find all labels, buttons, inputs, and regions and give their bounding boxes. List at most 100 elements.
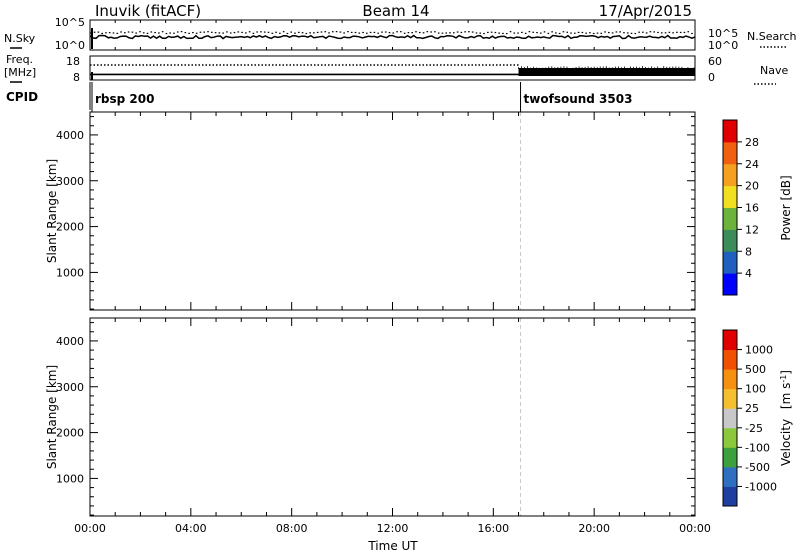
colorbar-tick-label: 500: [745, 363, 766, 376]
nsearch-dot: [441, 32, 444, 34]
nsearch-dot: [169, 32, 172, 34]
cpid-segment-label: rbsp 200: [95, 92, 154, 106]
nsearch-dot: [464, 31, 466, 33]
nsearch-dot: [252, 32, 255, 34]
colorbar-tick-label: -100: [745, 441, 770, 454]
nsearch-dot: [657, 31, 659, 34]
nsearch-dot: [173, 32, 175, 34]
nsearch-dot: [195, 32, 198, 34]
nsearch-dot: [619, 31, 621, 33]
xtick-label: 00:00: [679, 522, 711, 535]
colorbar-tick-label: 25: [745, 402, 759, 415]
nsearch-dot: [460, 31, 463, 34]
freq-unit-label: [MHz]: [4, 66, 36, 79]
velocity-frame: [89, 317, 696, 517]
nsearch-dot: [400, 31, 402, 33]
nsearch-dot: [453, 32, 455, 34]
nsearch-dot: [362, 31, 364, 34]
nsearch-dot: [679, 31, 682, 34]
nsearch-dot: [558, 32, 561, 35]
nsearch-label: N.Search: [747, 30, 797, 43]
colorbar-swatch: [723, 466, 737, 487]
nsky-ticks: [89, 20, 696, 50]
nsearch-dot: [203, 31, 206, 33]
beam-title: Beam 14: [362, 2, 429, 20]
power-panel: 1000 2000 3000 4000 Slant Range [km]: [45, 111, 696, 311]
nsearch-dot: [574, 32, 576, 34]
nsearch-dot: [562, 31, 565, 33]
nsearch-dot: [411, 32, 414, 34]
nsearch-dot: [664, 32, 667, 34]
nsearch-dot: [207, 31, 209, 33]
velocity-axes: 1000 2000 3000 4000 00:00 04:00 08:00 12:00 16:0…: [56, 318, 711, 535]
nave-tick-bottom: 0: [708, 71, 715, 84]
colorbar-swatch: [723, 388, 737, 409]
nsearch-dot: [388, 32, 391, 34]
nsearch-dot: [90, 32, 92, 34]
velocity-colorbar-frame: [722, 329, 738, 507]
nsearch-dot: [505, 32, 508, 35]
nsearch-dot: [555, 32, 557, 34]
ytick-label: 3000: [56, 381, 84, 394]
nsearch-dot: [683, 31, 686, 34]
nsearch-dot: [434, 31, 436, 33]
nsearch-dot: [316, 31, 319, 33]
time-xlabel: Time UT: [367, 539, 418, 553]
nsearch-dot: [282, 31, 285, 33]
colorbar-tick-label: 20: [745, 180, 759, 193]
colorbar-swatch: [723, 185, 737, 208]
nsearch-dot: [615, 31, 618, 33]
velocity-colorbar-label: Velocity [m s-1]: [779, 370, 794, 466]
nsearch-dot: [139, 31, 141, 33]
nsearch-dot: [634, 32, 637, 35]
nsearch-dot: [430, 31, 432, 33]
nsearch-dot: [407, 32, 410, 34]
nsearch-dot: [350, 31, 353, 34]
nsearch-dot: [271, 32, 274, 34]
power-colorbar: 28 24 20 16 12 8 4 Power [dB]: [722, 119, 793, 296]
nsearch-dot: [494, 31, 497, 34]
nsearch-dot: [381, 31, 383, 33]
nsearch-dot: [626, 32, 629, 34]
nsearch-dot: [373, 31, 376, 34]
power-ylabel: Slant Range [km]: [45, 159, 59, 263]
nsearch-dot: [233, 31, 236, 34]
power-frame: [89, 111, 696, 311]
nsearch-dot: [479, 32, 482, 34]
nsearch-dot: [536, 31, 538, 34]
nave-tick-top: 60: [708, 55, 722, 68]
nsky-label: N.Sky: [4, 32, 36, 45]
nsearch-dot: [653, 31, 656, 33]
nsearch-dot: [676, 31, 678, 33]
nsearch-dot: [645, 32, 648, 34]
colorbar-tick-label: 16: [745, 202, 759, 215]
nsearch-dot: [184, 31, 187, 34]
nsearch-dot: [528, 31, 531, 33]
velocity-colorbar: 1000 500 100 25 -25 -100 -500 -1000 Velocity [m…: [722, 329, 794, 507]
velocity-colorbar-label-exp: -1: [779, 375, 788, 383]
xtick-label: 08:00: [276, 522, 308, 535]
nsearch-dot: [551, 31, 553, 33]
nsearch-dot: [343, 32, 345, 34]
nsearch-dot: [687, 31, 690, 33]
nsearch-dot: [543, 31, 546, 33]
nsearch-dot: [418, 31, 421, 34]
nsearch-dot: [309, 32, 311, 34]
nsearch-dot: [566, 31, 569, 33]
nsearch-dot: [547, 32, 550, 35]
ytick-label: 2000: [56, 427, 84, 440]
nsearch-dot: [335, 31, 338, 33]
nsearch-dot: [256, 31, 258, 33]
nsearch-dot: [426, 31, 429, 33]
nsearch-dot: [154, 31, 156, 34]
nsearch-dot: [294, 32, 296, 34]
nsearch-dot: [245, 32, 247, 34]
nsearch-dot: [279, 32, 281, 34]
nsearch-dot: [649, 31, 652, 33]
nsearch-dot: [638, 31, 640, 33]
nsearch-dot: [539, 32, 542, 34]
colorbar-swatch: [723, 408, 737, 429]
power-axes: 1000 2000 3000 4000: [56, 112, 696, 310]
colorbar-tick-label: 8: [745, 245, 752, 258]
ytick-label: 1000: [56, 266, 84, 279]
